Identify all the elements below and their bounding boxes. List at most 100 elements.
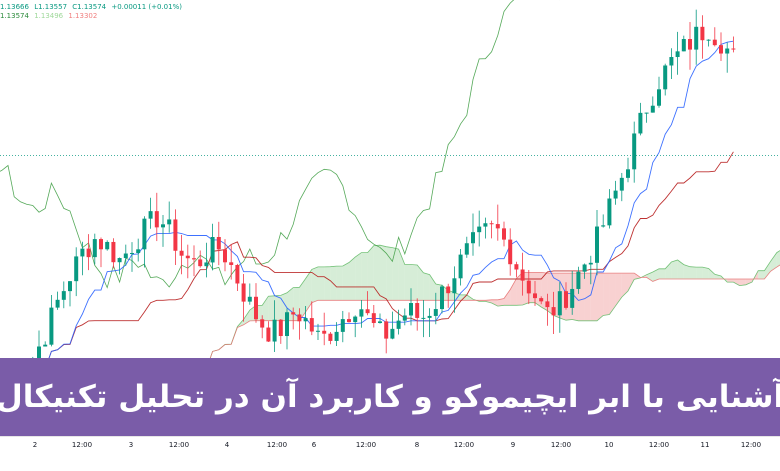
candle-body — [514, 264, 518, 269]
candle-body — [74, 256, 78, 281]
candle-body — [663, 65, 667, 89]
cloud-segment — [361, 253, 367, 301]
chikou-span-line — [0, 0, 572, 288]
cloud-segment — [368, 246, 374, 301]
candle-body — [211, 237, 215, 262]
cloud-segment — [702, 267, 708, 279]
candle-body — [49, 308, 53, 345]
ohlc-low: L1.13557 — [34, 3, 67, 11]
candle-body — [105, 242, 109, 249]
candle-body — [372, 313, 376, 323]
time-tick-label: 12:00 — [169, 441, 189, 449]
candle-body — [719, 45, 723, 53]
time-tick-label: 10 — [605, 441, 614, 449]
candle-body — [322, 331, 326, 334]
candle-body — [378, 321, 382, 323]
candle-body — [353, 317, 357, 323]
time-tick-label: 6 — [312, 441, 316, 449]
ohlc-close: C1.13574 — [72, 3, 106, 11]
candle-body — [477, 227, 481, 233]
ichimoku-value-2: 1.13496 — [34, 12, 63, 20]
candle-body — [204, 262, 208, 266]
time-tick-label: 12:00 — [741, 441, 761, 449]
cloud-segment — [355, 253, 361, 301]
candle-body — [161, 224, 165, 227]
time-tick-label: 9 — [511, 441, 515, 449]
cloud-segment — [727, 279, 733, 282]
cloud-segment — [343, 263, 349, 301]
candle-body — [452, 278, 456, 293]
cloud-segment — [746, 279, 752, 285]
time-tick-label: 8 — [415, 441, 419, 449]
cloud-segment — [417, 265, 423, 300]
candle-body — [229, 262, 233, 265]
candle-body — [297, 314, 301, 321]
cloud-segment — [392, 248, 398, 301]
cloud-segment — [665, 262, 671, 279]
candle-body — [242, 283, 246, 301]
candle-body — [359, 309, 363, 316]
candle-body — [397, 321, 401, 329]
candle-body — [694, 27, 698, 50]
candle-body — [43, 345, 47, 347]
cloud-segment — [380, 245, 386, 300]
candle-body — [657, 89, 661, 105]
ohlc-legend: 1.13666 L1.13557 C1.13574 +0.00011 (+0.0… — [0, 3, 185, 12]
candle-body — [521, 269, 525, 280]
candle-body — [428, 316, 432, 318]
candle-body — [223, 249, 227, 262]
candle-body — [260, 319, 264, 327]
cloud-segment — [312, 267, 318, 303]
cloud-segment — [492, 300, 498, 306]
candle-body — [273, 320, 277, 342]
cloud-segment — [671, 260, 677, 279]
candle-body — [434, 309, 438, 316]
candle-body — [415, 303, 419, 318]
cloud-segment — [262, 296, 268, 320]
candle-body — [459, 255, 463, 279]
ohlc-high: 1.13666 — [0, 3, 29, 11]
cloud-segment — [678, 260, 684, 279]
candle-body — [688, 39, 692, 50]
candle-body — [533, 293, 537, 298]
time-tick-label: 12:00 — [72, 441, 92, 449]
candle-body — [638, 113, 642, 134]
candle-body — [136, 249, 140, 253]
candle-body — [254, 297, 258, 319]
candle-body — [198, 259, 202, 266]
cloud-segment — [299, 279, 305, 321]
tenkan-sen-line — [8, 41, 733, 393]
candle-body — [614, 191, 618, 199]
candle-body — [731, 49, 735, 50]
cloud-segment — [535, 272, 541, 307]
cloud-segment — [411, 264, 417, 300]
candle-body — [403, 315, 407, 320]
candle-body — [316, 331, 320, 332]
candle-body — [471, 232, 475, 243]
candle-body — [490, 223, 494, 224]
candle-body — [632, 133, 636, 169]
candle-body — [595, 227, 599, 263]
cloud-segment — [430, 275, 436, 301]
candle-body — [155, 211, 159, 227]
cloud-segment — [609, 273, 615, 314]
candle-body — [583, 264, 587, 271]
candle-body — [589, 263, 593, 265]
candle-body — [440, 286, 444, 309]
cloud-segment — [405, 264, 411, 300]
candle-body — [167, 219, 171, 224]
candle-body — [527, 281, 531, 294]
cloud-segment — [690, 267, 696, 279]
candle-body — [248, 297, 252, 302]
time-tick-label: 4 — [225, 441, 229, 449]
candle-body — [620, 178, 624, 191]
cloud-segment — [771, 253, 777, 272]
candle-body — [80, 249, 84, 257]
candle-body — [676, 51, 680, 57]
candle-body — [173, 219, 177, 250]
candle-body — [180, 251, 184, 256]
candle-body — [328, 334, 332, 341]
candle-body — [341, 319, 345, 332]
candle-body — [111, 242, 115, 262]
